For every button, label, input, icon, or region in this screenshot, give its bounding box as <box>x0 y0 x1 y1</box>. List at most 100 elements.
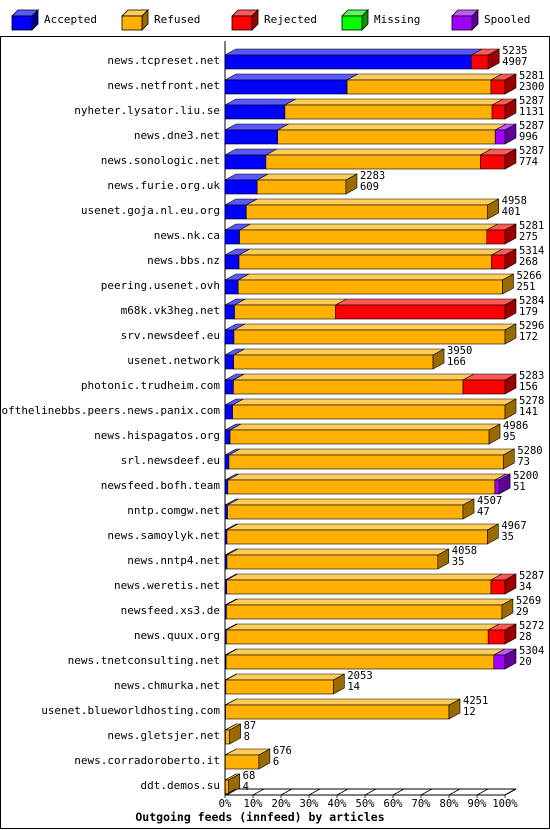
accepted-value: 73 <box>517 456 530 468</box>
accepted-value: 141 <box>519 406 538 418</box>
bar-segment-refused <box>226 604 503 620</box>
total-value: 2283 <box>360 170 385 182</box>
bar-segment-refused <box>224 779 229 795</box>
accepted-value: 251 <box>516 281 535 293</box>
x-tick-label: 80% <box>440 798 460 810</box>
bar-segment-rejected <box>491 104 506 120</box>
feed-label: news.bbs.nz <box>147 254 220 267</box>
feed-label: news.gletsjer.net <box>107 729 220 742</box>
accepted-value: 2300 <box>519 81 544 93</box>
x-tick-label: 30% <box>300 798 320 810</box>
total-value: 5272 <box>519 620 544 632</box>
accepted-value: 8 <box>244 731 250 743</box>
bar-segment-spooled <box>494 479 500 495</box>
legend-swatch <box>121 15 143 31</box>
total-value: 68 <box>243 770 256 782</box>
bar-segment-accepted <box>224 254 240 270</box>
bar-segment-rejected <box>486 229 506 245</box>
x-tick-label: 40% <box>328 798 348 810</box>
total-value: 5304 <box>519 645 544 657</box>
total-value: 3950 <box>447 345 472 357</box>
bar-segment-refused <box>225 654 495 670</box>
total-value: 5296 <box>519 320 544 332</box>
accepted-value: 401 <box>502 206 521 218</box>
bar-segment-refused <box>265 154 481 170</box>
bar-segment-refused <box>228 454 504 470</box>
bar-segment-refused <box>225 679 334 695</box>
legend-swatch <box>341 15 363 31</box>
accepted-value: 29 <box>516 606 529 618</box>
total-value: 5278 <box>519 395 544 407</box>
feed-label: srv.newsdeef.eu <box>121 329 220 342</box>
x-axis: 0% 10% 20% 30% 40% 50% 60% 70% 80% 90% 100% <box>219 788 518 810</box>
accepted-value: 12 <box>463 706 476 718</box>
total-value: 5200 <box>513 470 538 482</box>
legend-label: Missing <box>374 13 420 26</box>
x-tick-label: 10% <box>244 798 264 810</box>
total-value: 5287 <box>519 570 544 582</box>
bar-segment-refused <box>232 404 506 420</box>
feed-label: usenet.blueworldhosting.com <box>41 704 220 717</box>
bar-segment-refused <box>233 329 506 345</box>
legend-label: Accepted <box>44 13 97 26</box>
bar-segment-refused <box>238 254 492 270</box>
feed-label: news.tcpreset.net <box>107 54 220 67</box>
legend-item-missing: Missing <box>341 9 420 31</box>
bar-segment-accepted <box>224 129 278 145</box>
x-tick-label: 20% <box>272 798 292 810</box>
bar-segment-spooled <box>493 654 506 670</box>
feed-label: srl.newsdeef.eu <box>121 454 220 467</box>
feed-label: newsfeed.bofh.team <box>101 479 221 492</box>
bar-segment-rejected <box>491 254 506 270</box>
legend-label: Refused <box>154 13 200 26</box>
feed-label: usenet.network <box>127 354 220 367</box>
bar-segment-refused <box>277 129 496 145</box>
total-value: 5287 <box>519 95 544 107</box>
x-tick-label: 70% <box>412 798 432 810</box>
total-value: 676 <box>273 745 292 757</box>
legend-item-rejected: Rejected <box>231 9 317 31</box>
bar-segment-refused <box>233 379 464 395</box>
total-value: 5235 <box>502 45 527 57</box>
bar-segment-accepted <box>224 54 472 70</box>
accepted-value: 35 <box>501 531 514 543</box>
bar-segment-refused <box>227 504 464 520</box>
total-value: 4058 <box>452 545 477 557</box>
legend-swatch <box>451 15 473 31</box>
accepted-value: 166 <box>447 356 466 368</box>
accepted-value: 51 <box>513 481 526 493</box>
bar-segment-accepted <box>224 354 234 370</box>
feed-label: peering.usenet.ovh <box>101 279 220 292</box>
bar-segment-refused <box>256 179 347 195</box>
feed-label: m68k.vk3heg.net <box>121 304 220 317</box>
bar-segment-refused <box>229 429 490 445</box>
feed-label: nntp.comgw.net <box>127 504 220 517</box>
bar-segment-refused <box>245 204 488 220</box>
total-value: 87 <box>244 720 257 732</box>
total-value: 5287 <box>519 145 544 157</box>
bar-segment-rejected <box>490 579 506 595</box>
total-value: 5266 <box>516 270 541 282</box>
x-tick-label: 50% <box>356 798 376 810</box>
accepted-value: 34 <box>519 581 532 593</box>
accepted-value: 95 <box>503 431 516 443</box>
accepted-value: 20 <box>519 656 532 668</box>
bar-segment-accepted <box>224 504 228 520</box>
accepted-value: 14 <box>347 681 360 693</box>
total-value: 5280 <box>517 445 542 457</box>
